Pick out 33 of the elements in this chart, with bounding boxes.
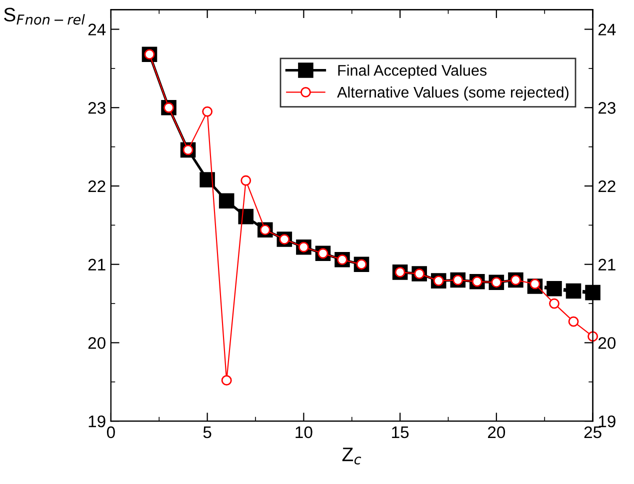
y-axis-title: S$_{Fnon−rel}$ [4, 8, 85, 25]
y-tick-label: 20 [88, 337, 106, 349]
point [566, 283, 582, 299]
x-tick-label: 15 [392, 426, 409, 438]
y-tick-label: 23 [88, 102, 106, 114]
point [549, 298, 560, 309]
y2-tick-label: 21 [598, 258, 616, 270]
y-tick-label: 22 [88, 180, 106, 192]
y-tick-label: 24 [88, 24, 106, 36]
x-axis-title: Z$_{c}$ [342, 448, 362, 464]
x-tick-label: 5 [203, 426, 212, 438]
y2-tick-label: 23 [598, 102, 616, 114]
x-tick-label: 10 [296, 426, 312, 438]
point [200, 172, 215, 188]
y2-tick-label: 19 [598, 415, 616, 428]
point [218, 193, 234, 209]
point [240, 175, 252, 186]
y2-tick-label: 22 [598, 180, 616, 192]
y2-tick-label: 20 [598, 337, 616, 349]
point [585, 284, 600, 300]
y-tick-label: 19 [88, 415, 106, 428]
point [546, 281, 562, 296]
y-tick-label: 21 [88, 258, 106, 270]
point [202, 106, 213, 117]
point [221, 375, 232, 386]
x-tick-label: 0 [106, 426, 115, 438]
x-tick-label: 20 [488, 426, 506, 438]
x-tick-label: 25 [584, 426, 602, 438]
point [238, 208, 254, 224]
point [568, 316, 579, 327]
legend-label: Final Accepted Values [338, 64, 487, 79]
legend-label: Alternative Values (some rejected) [337, 86, 568, 101]
y2-tick-label: 24 [598, 24, 616, 36]
